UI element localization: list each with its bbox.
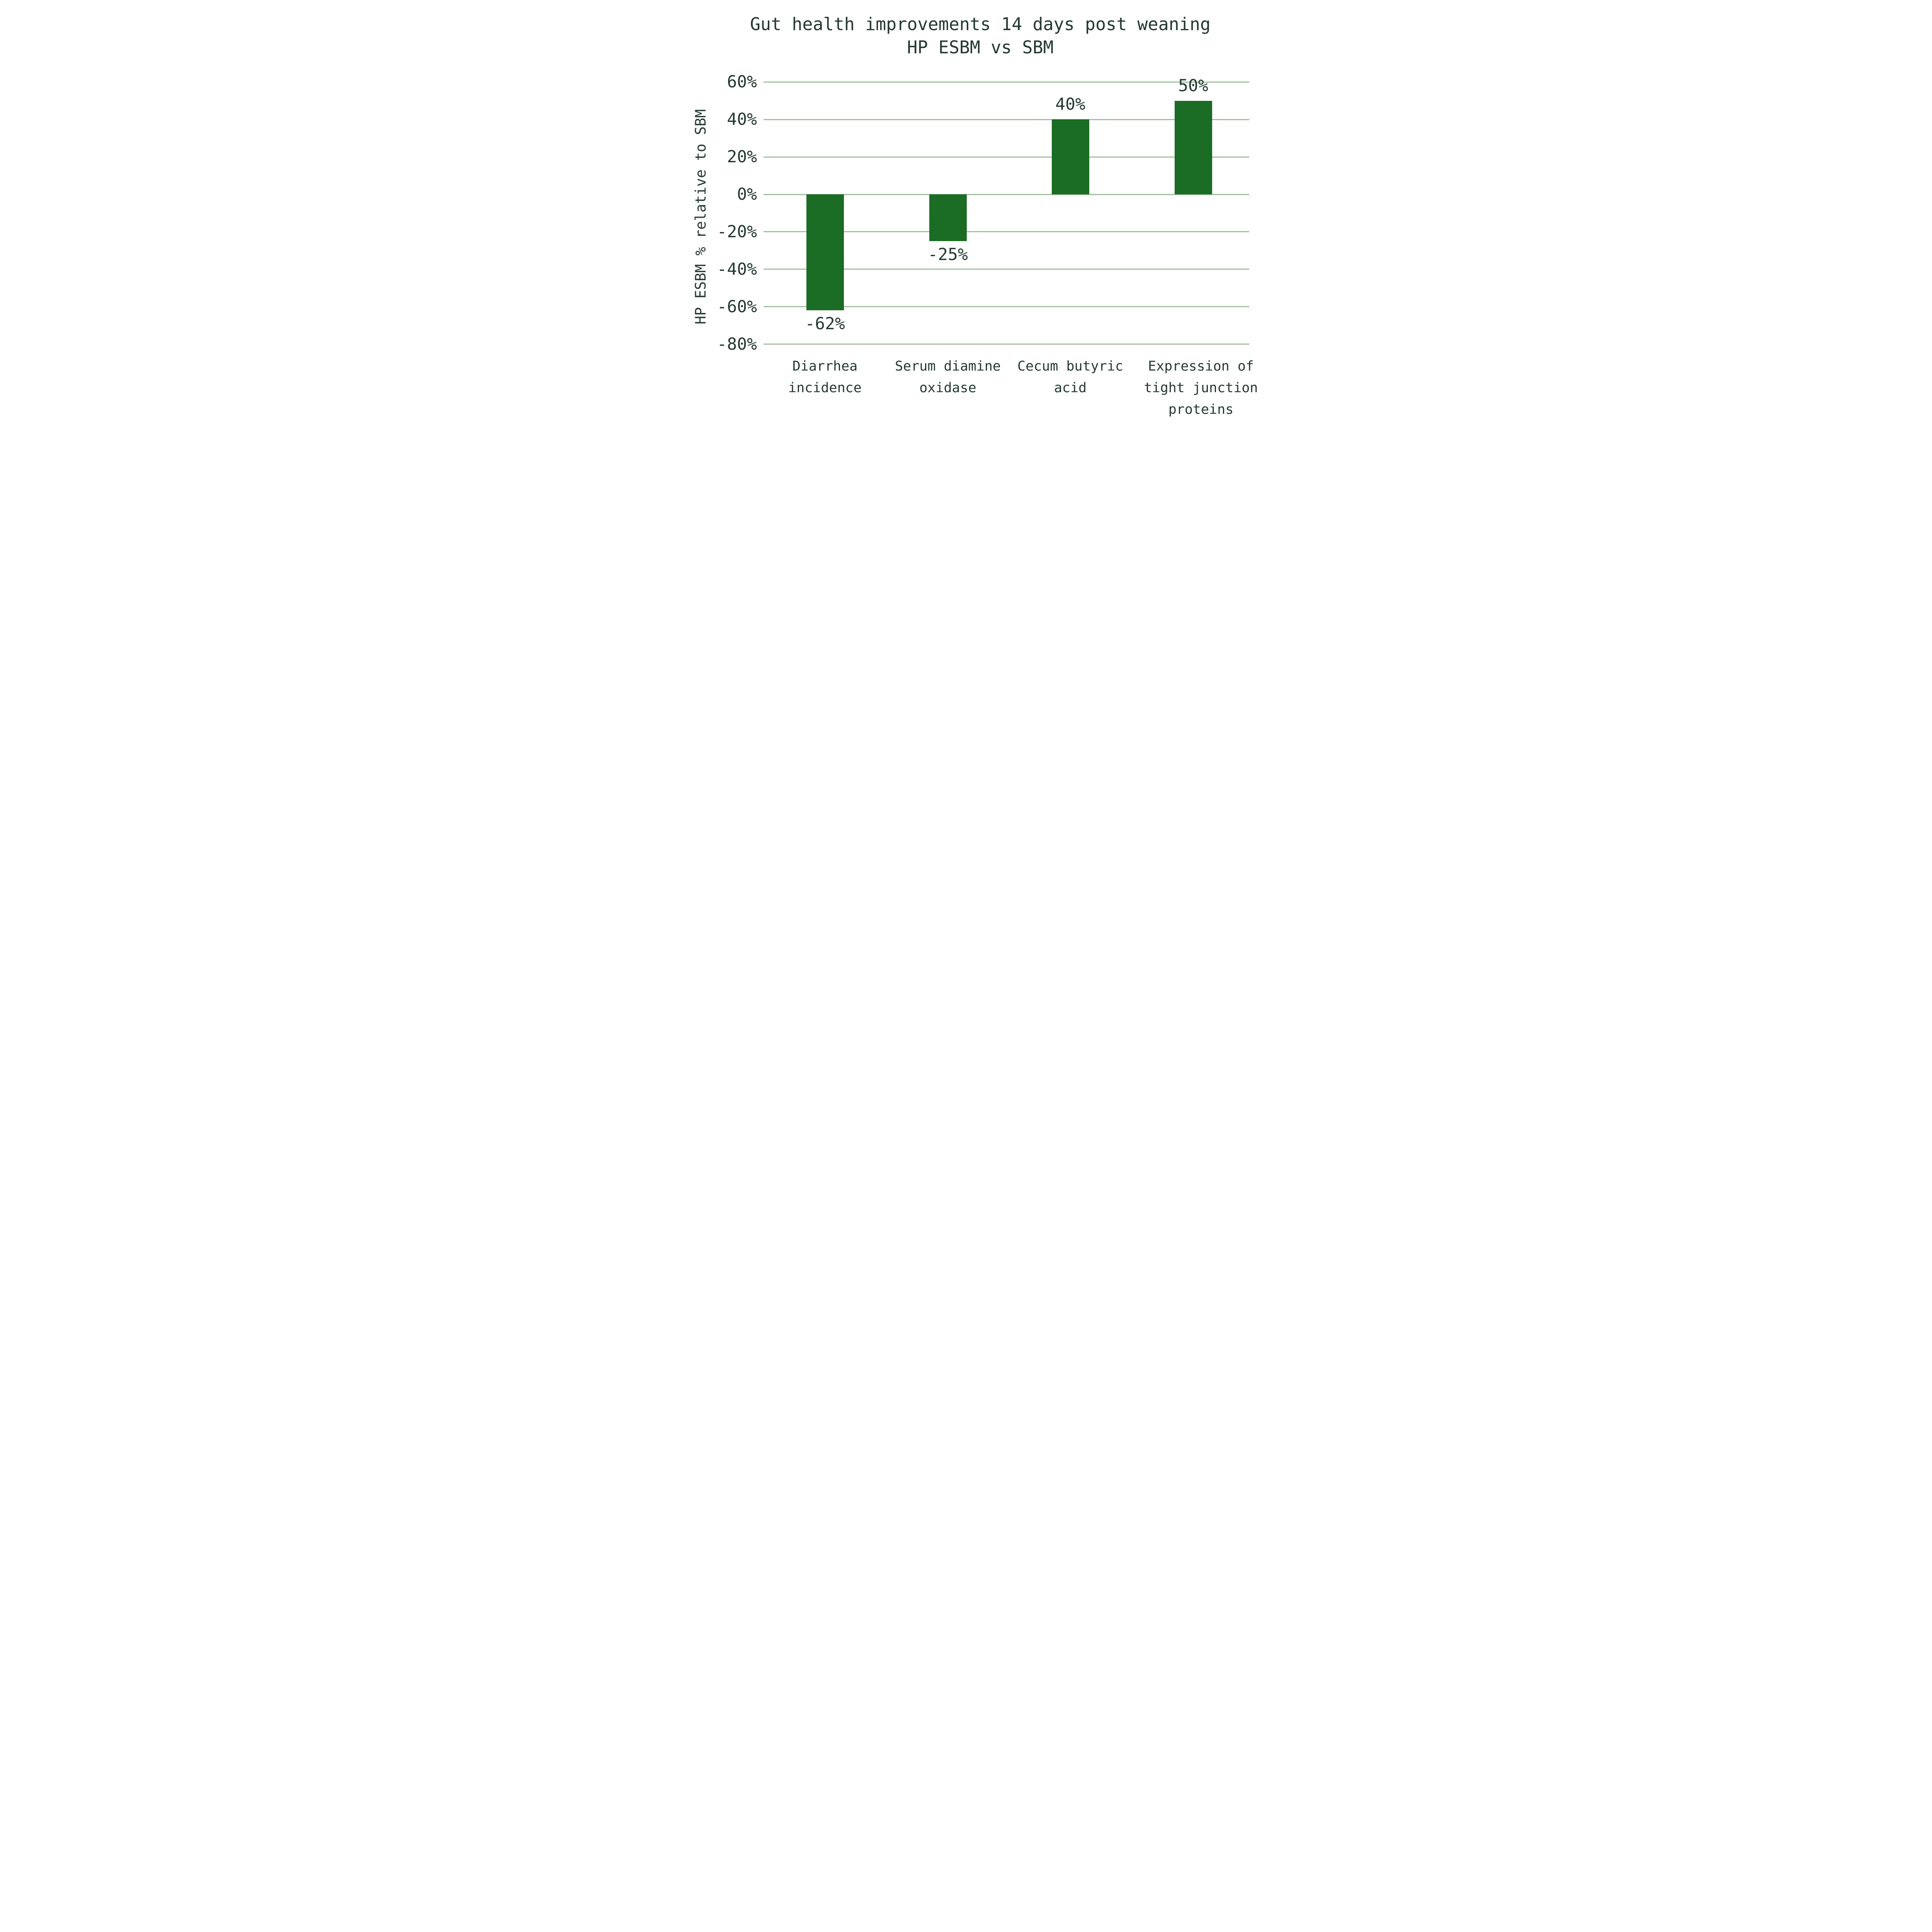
- gridline: [764, 81, 1249, 83]
- y-tick-label: -20%: [717, 222, 757, 242]
- bar: [806, 194, 844, 311]
- gridline: [764, 156, 1249, 158]
- x-category-label-line: Serum diamine: [895, 359, 1001, 374]
- x-category-label: Diarrhea incidence: [744, 355, 906, 399]
- x-category-label: Expression of tight junction proteins: [1120, 355, 1265, 420]
- bar: [1174, 100, 1212, 194]
- x-category-label-line: tight junction: [1144, 380, 1258, 396]
- chart-title: Gut health improvements 14 days post wea…: [750, 14, 1211, 34]
- x-category-label-line: proteins: [1168, 402, 1234, 417]
- y-tick-label: -60%: [717, 297, 757, 316]
- bar-value-label: -25%: [928, 245, 968, 265]
- y-tick-label: 60%: [727, 72, 757, 92]
- gridline: [764, 194, 1249, 195]
- gridline: [764, 269, 1249, 270]
- bar-chart-figure: Gut health improvements 14 days post wea…: [667, 0, 1265, 422]
- x-category-label: Cecum butyric acid: [989, 355, 1151, 399]
- bar-value-label: 50%: [1178, 76, 1208, 95]
- bar-value-label: 40%: [1055, 95, 1085, 114]
- x-category-label-line: Diarrhea: [792, 359, 858, 374]
- y-tick-label: 40%: [727, 110, 757, 129]
- gridline: [764, 119, 1249, 120]
- x-category-label-line: Cecum butyric: [1017, 359, 1123, 374]
- x-category-label-line: Expression of: [1148, 359, 1254, 374]
- x-category-label-line: oxidase: [919, 380, 976, 396]
- gridline: [764, 306, 1249, 308]
- y-tick-label: 0%: [737, 185, 757, 204]
- y-tick-label: 20%: [727, 147, 757, 167]
- y-tick-label: -80%: [717, 334, 757, 354]
- gridline: [764, 344, 1249, 345]
- gridline: [764, 231, 1249, 233]
- bar-value-label: -62%: [805, 314, 845, 334]
- bar: [929, 194, 967, 242]
- x-category-label-line: acid: [1054, 380, 1087, 396]
- chart-subtitle: HP ESBM vs SBM: [907, 37, 1054, 58]
- bar: [1051, 119, 1089, 194]
- x-category-label-line: incidence: [788, 380, 862, 396]
- y-tick-label: -40%: [717, 259, 757, 279]
- x-category-label: Serum diamine oxidase: [867, 355, 1029, 399]
